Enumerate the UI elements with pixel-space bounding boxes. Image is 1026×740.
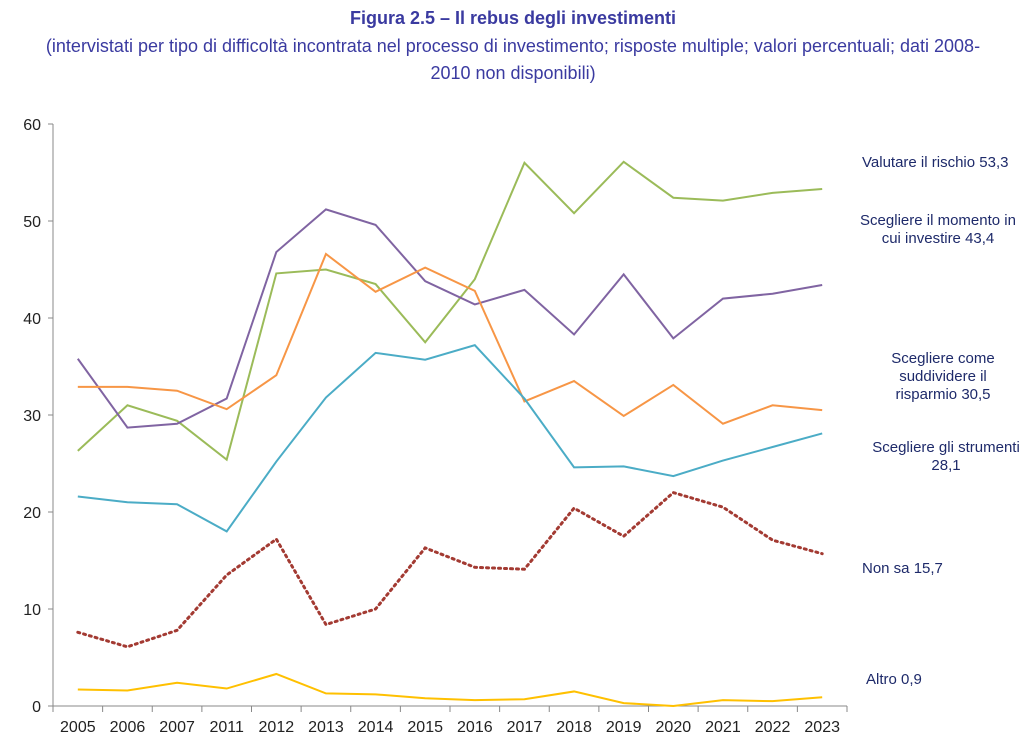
end-value-label: 28,1 [931, 457, 961, 474]
series-name: Valutare il rischio [862, 154, 976, 171]
series-label: Scegliere il momento in cui investire 43… [850, 212, 1026, 248]
x-tick-label: 2012 [259, 719, 295, 736]
x-tick-label: 2006 [110, 719, 146, 736]
x-tick-label: 2013 [308, 719, 344, 736]
series-label: Valutare il rischio 53,3 [862, 154, 1022, 172]
y-tick-label: 20 [23, 505, 41, 522]
x-tick-label: 2011 [209, 719, 244, 736]
series-label: Scegliere come suddividere il risparmio … [868, 350, 1018, 404]
y-tick-label: 40 [23, 311, 41, 328]
series-name: Scegliere gli strumenti [872, 439, 1020, 456]
series-name: Non sa [862, 560, 910, 577]
x-tick-label: 2005 [60, 719, 96, 736]
series-name: Altro [866, 671, 897, 688]
end-value-label: 30,5 [961, 386, 991, 403]
y-tick-label: 50 [23, 214, 41, 231]
x-tick-label: 2017 [507, 719, 543, 736]
x-tick-label: 2019 [606, 719, 642, 736]
series-line [77, 672, 823, 708]
x-tick-label: 2016 [457, 719, 493, 736]
end-value-label: 0,9 [901, 671, 922, 688]
series-line [76, 490, 824, 649]
x-tick-label: 2015 [407, 719, 443, 736]
x-tick-label: 2014 [358, 719, 394, 736]
x-tick-label: 2022 [755, 719, 791, 736]
x-tick-label: 2023 [804, 719, 840, 736]
y-tick-label: 10 [23, 602, 41, 619]
series-line [77, 160, 823, 462]
y-tick-label: 30 [23, 408, 41, 425]
end-value-label: 43,4 [965, 230, 995, 247]
series-label: Altro 0,9 [866, 671, 1026, 689]
x-tick-label: 2018 [556, 719, 592, 736]
end-value-label: 53,3 [979, 154, 1009, 171]
chart-subtitle: (intervistati per tipo di difficoltà inc… [45, 36, 981, 83]
series-name: Scegliere come suddividere il risparmio [891, 350, 995, 403]
x-tick-label: 2020 [656, 719, 692, 736]
x-tick-label: 2021 [705, 719, 741, 736]
series-name: Scegliere il momento in cui investire [860, 212, 1016, 247]
series-line [77, 344, 823, 533]
series-label: Non sa 15,7 [862, 560, 1022, 578]
series-line [77, 208, 823, 429]
y-tick-label: 0 [32, 699, 41, 716]
end-value-label: 15,7 [913, 560, 943, 577]
y-tick-label: 60 [23, 117, 41, 134]
series-label: Scegliere gli strumenti 28,1 [858, 439, 1026, 475]
x-tick-label: 2007 [159, 719, 195, 736]
series-line [77, 252, 823, 425]
chart-title: Figura 2.5 – Il rebus degli investimenti [349, 8, 677, 28]
